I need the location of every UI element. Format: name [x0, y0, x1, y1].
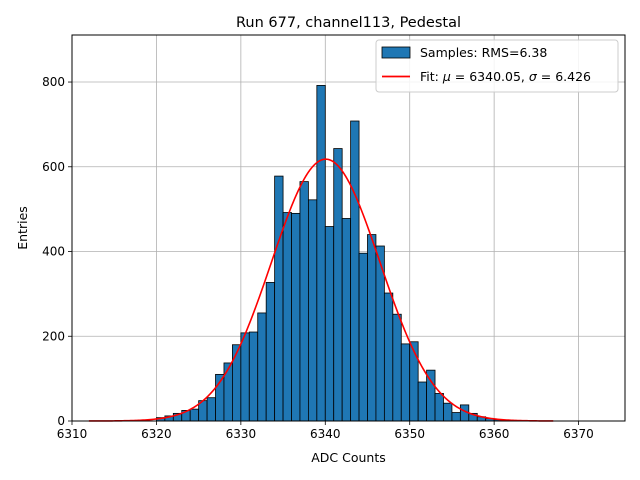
legend-samples-swatch: [381, 46, 411, 59]
y-tick-label: 400: [42, 245, 65, 259]
legend-box: [375, 39, 619, 93]
histogram-bar: [443, 402, 453, 422]
histogram-bar: [232, 344, 242, 422]
fit-curve: [88, 158, 554, 422]
legend-samples-label: Samples: RMS=6.38: [420, 45, 547, 60]
histogram-bar: [341, 218, 352, 422]
histogram-bar: [392, 313, 402, 422]
histogram-bar: [265, 282, 276, 422]
histogram-bar: [316, 85, 326, 422]
plot-frame: [71, 34, 626, 422]
y-tick-label: 600: [42, 160, 65, 174]
histogram-bar: [434, 393, 444, 422]
histogram-bar: [274, 175, 284, 422]
histogram-bar: [367, 234, 377, 422]
histogram-bar: [189, 408, 200, 422]
histogram-bar: [223, 362, 233, 422]
x-tick-label: 6310: [57, 427, 88, 441]
histogram-bar: [291, 212, 301, 422]
histogram-bar: [409, 341, 419, 422]
legend: Samples: RMS=6.38 Fit: μ = 6340.05, σ = …: [375, 39, 619, 93]
histogram-bar: [451, 412, 461, 422]
y-axis-label: Entries: [15, 206, 30, 250]
histogram-bar: [400, 343, 411, 422]
legend-fit-mu-symbol: μ: [442, 69, 451, 84]
histogram-bar: [257, 312, 267, 422]
x-tick-label: 6370: [563, 427, 594, 441]
histogram-bar: [333, 148, 343, 422]
histogram-bar: [248, 331, 259, 422]
x-axis-ticks: 6310 6320 6330 6340 6350 6360 6370: [57, 421, 594, 441]
histogram-bar: [358, 252, 368, 422]
y-tick-label: 200: [42, 329, 65, 343]
x-tick-label: 6320: [141, 427, 172, 441]
histogram-bars: [156, 85, 512, 422]
legend-fit-mu-value: = 6340.05,: [451, 69, 529, 84]
x-axis-label: ADC Counts: [311, 450, 386, 465]
histogram-bar: [282, 212, 292, 422]
legend-fit-label: Fit: μ = 6340.05, σ = 6.426: [420, 69, 591, 84]
chart-title: Run 677, channel113, Pedestal: [236, 15, 461, 31]
histogram-bar: [417, 381, 427, 422]
legend-fit-sigma-value: = 6.426: [537, 69, 591, 84]
histogram-bar: [307, 199, 318, 422]
legend-fit-prefix: Fit:: [420, 69, 443, 84]
x-tick-label: 6330: [226, 427, 257, 441]
histogram-bar: [383, 292, 394, 422]
x-tick-label: 6340: [310, 427, 341, 441]
x-tick-label: 6350: [394, 427, 425, 441]
y-tick-label: 800: [42, 75, 65, 89]
y-axis-ticks: 0 200 400 600 800: [42, 75, 72, 428]
x-tick-label: 6360: [479, 427, 510, 441]
histogram-bar: [324, 226, 335, 422]
y-tick-label: 0: [57, 414, 65, 428]
histogram-bar: [350, 120, 360, 422]
histogram-bar: [299, 181, 309, 422]
legend-fit-sigma-symbol: σ: [529, 69, 538, 84]
histogram-bar: [240, 332, 250, 422]
histogram-bar: [206, 397, 216, 422]
